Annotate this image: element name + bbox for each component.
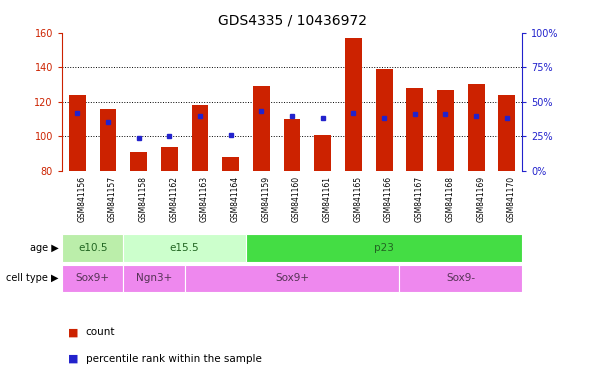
- Text: GSM841170: GSM841170: [507, 176, 516, 222]
- Bar: [246, 234, 522, 262]
- Bar: [222, 157, 239, 171]
- Bar: [161, 147, 178, 171]
- Text: GSM841169: GSM841169: [476, 176, 485, 222]
- Text: GSM841158: GSM841158: [139, 176, 148, 222]
- Text: GSM841157: GSM841157: [108, 176, 117, 222]
- Text: Ngn3+: Ngn3+: [136, 273, 172, 283]
- Bar: [284, 119, 300, 171]
- Text: GSM841166: GSM841166: [384, 176, 393, 222]
- Text: GSM841167: GSM841167: [415, 176, 424, 222]
- Text: percentile rank within the sample: percentile rank within the sample: [86, 354, 261, 364]
- Text: e15.5: e15.5: [170, 243, 199, 253]
- Text: GDS4335 / 10436972: GDS4335 / 10436972: [218, 13, 366, 27]
- Bar: [437, 90, 454, 171]
- Bar: [130, 152, 147, 171]
- Text: GSM841156: GSM841156: [77, 176, 86, 222]
- Text: age ▶: age ▶: [30, 243, 59, 253]
- Bar: [468, 84, 484, 171]
- Bar: [499, 95, 515, 171]
- Bar: [100, 109, 116, 171]
- Bar: [376, 69, 392, 171]
- Bar: [62, 265, 123, 292]
- Text: Sox9-: Sox9-: [446, 273, 476, 283]
- Text: GSM841168: GSM841168: [445, 176, 454, 222]
- Text: GSM841165: GSM841165: [353, 176, 362, 222]
- Text: count: count: [86, 327, 115, 337]
- Text: GSM841159: GSM841159: [261, 176, 270, 222]
- Text: Sox9+: Sox9+: [275, 273, 309, 283]
- Bar: [62, 234, 123, 262]
- Text: cell type ▶: cell type ▶: [6, 273, 59, 283]
- Text: GSM841160: GSM841160: [292, 176, 301, 222]
- Text: GSM841161: GSM841161: [323, 176, 332, 222]
- Text: p23: p23: [374, 243, 394, 253]
- Bar: [69, 95, 86, 171]
- Bar: [185, 265, 399, 292]
- Text: GSM841163: GSM841163: [200, 176, 209, 222]
- Bar: [407, 88, 423, 171]
- Bar: [345, 38, 362, 171]
- Text: GSM841162: GSM841162: [169, 176, 178, 222]
- Bar: [399, 265, 522, 292]
- Bar: [123, 265, 185, 292]
- Text: ■: ■: [68, 354, 78, 364]
- Text: Sox9+: Sox9+: [76, 273, 110, 283]
- Text: ■: ■: [68, 327, 78, 337]
- Text: e10.5: e10.5: [78, 243, 107, 253]
- Text: GSM841164: GSM841164: [231, 176, 240, 222]
- Bar: [253, 86, 270, 171]
- Bar: [123, 234, 246, 262]
- Bar: [192, 105, 208, 171]
- Bar: [314, 135, 331, 171]
